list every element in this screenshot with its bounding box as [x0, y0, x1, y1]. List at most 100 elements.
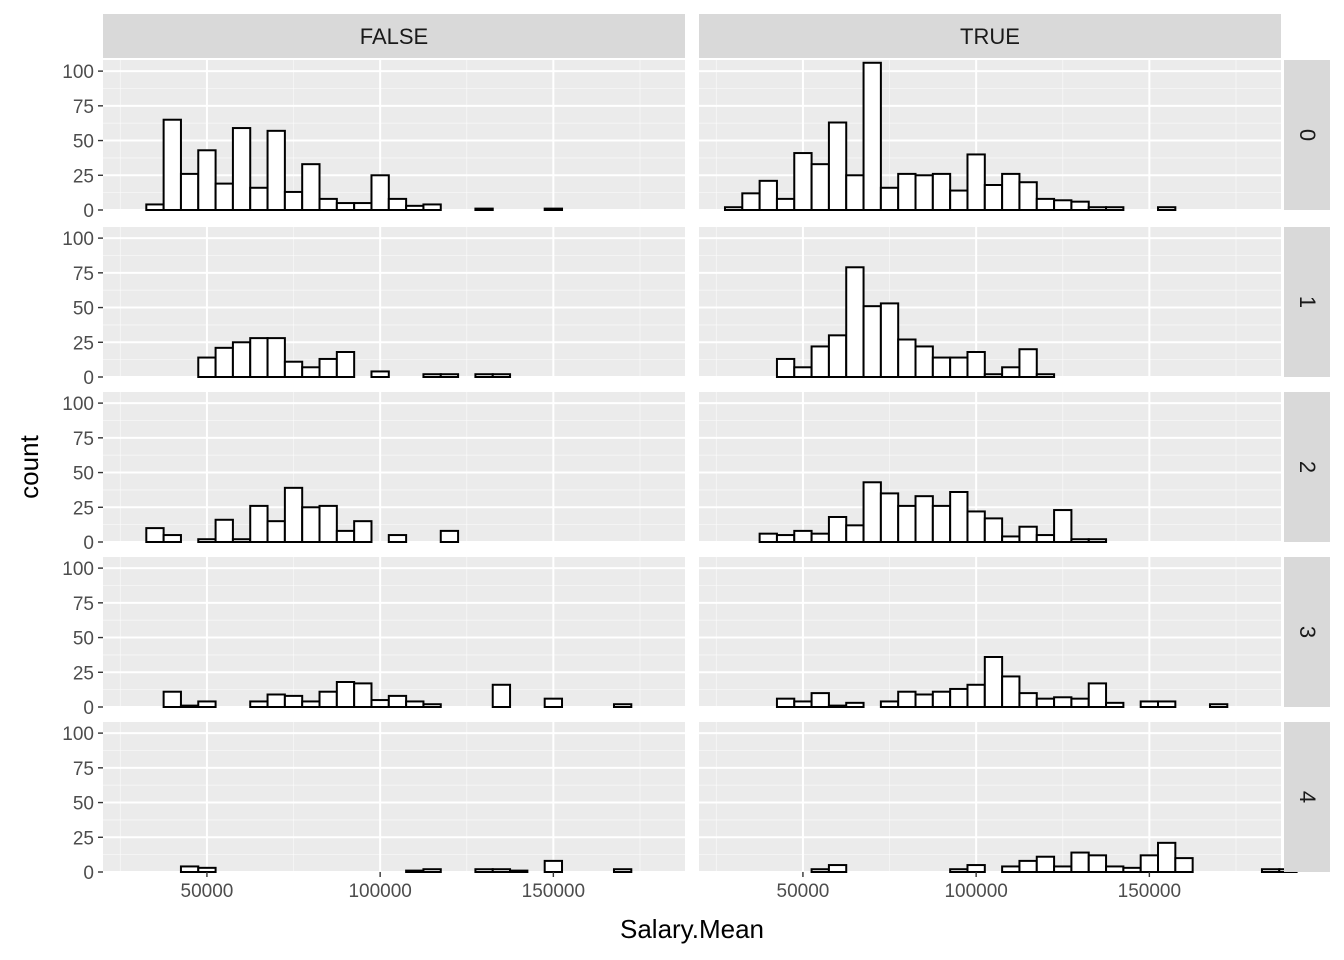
- histogram-bar: [1260, 868, 1281, 874]
- histogram-bar: [897, 338, 917, 378]
- panel-background: [699, 722, 1281, 872]
- histogram-bar: [387, 197, 408, 211]
- column-strip-false: FALSE: [103, 14, 685, 58]
- y-tick-label: 50: [73, 464, 94, 485]
- histogram-bar: [335, 529, 356, 544]
- histogram-bar: [335, 681, 356, 708]
- histogram-bar: [1208, 703, 1229, 709]
- histogram-bar: [335, 202, 356, 212]
- histogram-bar: [827, 516, 848, 543]
- histogram-bar: [335, 351, 356, 378]
- histogram-bar: [793, 700, 813, 709]
- histogram-bar: [775, 357, 796, 379]
- histogram-bar: [491, 868, 512, 874]
- histogram-bar: [249, 504, 269, 543]
- histogram-bar: [231, 341, 252, 378]
- histogram-bar: [439, 529, 460, 544]
- histogram-bar: [845, 701, 865, 708]
- x-tick-label: 50000: [181, 881, 234, 902]
- histogram-bar: [1018, 859, 1038, 874]
- histogram-bar: [301, 163, 321, 212]
- histogram-bar: [405, 700, 425, 709]
- facet-strips-layer: FALSE TRUE 0 1 2 3 4: [103, 14, 1330, 872]
- histogram-bar: [509, 869, 529, 873]
- histogram-bar: [249, 337, 269, 379]
- histogram-bar: [474, 373, 494, 379]
- panel-2-false: [103, 392, 685, 544]
- histogram-bar: [1070, 200, 1090, 212]
- histogram-bar: [422, 868, 442, 874]
- y-tick-label: 100: [62, 724, 94, 745]
- strip-background: [1284, 60, 1330, 210]
- histogram-bar: [897, 690, 917, 709]
- histogram-bar: [162, 534, 182, 543]
- histogram-bar: [283, 694, 304, 709]
- histogram-bar: [474, 868, 494, 874]
- histogram-bar: [162, 118, 182, 211]
- histogram-bar: [1035, 534, 1056, 543]
- y-tick-label: 75: [73, 594, 94, 615]
- histogram-bar: [827, 704, 848, 708]
- histogram-bar: [301, 366, 321, 378]
- panel-4-true: [699, 722, 1298, 874]
- panel-background: [103, 557, 685, 707]
- x-tick-label: 150000: [522, 881, 585, 902]
- histogram-bar: [827, 864, 848, 873]
- panel-background: [699, 392, 1281, 542]
- x-tick-label: 150000: [1118, 881, 1181, 902]
- histogram-bar: [1122, 866, 1142, 873]
- y-tick-label: 100: [62, 229, 94, 250]
- column-strip-label: TRUE: [960, 24, 1020, 49]
- histogram-bar: [931, 172, 952, 211]
- histogram-bar: [249, 700, 269, 709]
- histogram-bar: [775, 697, 796, 709]
- histogram-bar: [1105, 865, 1125, 874]
- histogram-bar: [1087, 854, 1108, 873]
- y-axis-title: count: [14, 434, 44, 498]
- row-strip-label: 0: [1295, 129, 1320, 141]
- strip-background: [1284, 557, 1330, 707]
- histogram-bar: [914, 495, 934, 543]
- histogram-bar: [1018, 692, 1038, 708]
- strip-background: [699, 14, 1281, 58]
- histogram-bar: [387, 534, 408, 543]
- histogram-bar: [439, 373, 460, 379]
- histogram-bar: [966, 351, 986, 378]
- y-tick-label: 50: [73, 132, 94, 153]
- histogram-bar: [1105, 206, 1125, 212]
- y-tick-label: 0: [83, 863, 94, 884]
- histogram-bar: [949, 491, 969, 543]
- histogram-bar: [266, 337, 286, 379]
- panel-3-true: [699, 557, 1281, 709]
- histogram-bar: [422, 703, 442, 709]
- histogram-bar: [966, 864, 986, 873]
- histogram-bar: [370, 699, 390, 708]
- y-tick-label: 0: [83, 533, 94, 554]
- histogram-bar: [983, 373, 1004, 379]
- histogram-bar: [1001, 865, 1021, 874]
- y-tick-label: 50: [73, 299, 94, 320]
- histogram-bar: [214, 182, 234, 212]
- histogram-bar: [318, 504, 338, 543]
- histogram-bar: [862, 61, 882, 212]
- histogram-bar: [543, 207, 564, 212]
- histogram-bar: [1139, 700, 1160, 709]
- histogram-bar: [775, 534, 796, 543]
- histogram-bar: [422, 203, 442, 211]
- histogram-bar: [949, 687, 969, 709]
- histogram-bar: [1157, 206, 1177, 212]
- y-tick-label: 75: [73, 429, 94, 450]
- histogram-bar: [353, 682, 373, 709]
- histogram-bar: [353, 520, 373, 544]
- row-strip-label: 3: [1295, 626, 1320, 638]
- histogram-bar: [318, 690, 338, 709]
- histogram-bar: [197, 356, 217, 378]
- histogram-bar: [1087, 206, 1108, 212]
- histogram-bar: [983, 656, 1004, 708]
- histogram-bar: [793, 529, 813, 544]
- histogram-bar: [966, 683, 986, 708]
- histogram-bar: [914, 174, 934, 211]
- strip-background: [1284, 392, 1330, 542]
- histogram-bar: [179, 172, 200, 211]
